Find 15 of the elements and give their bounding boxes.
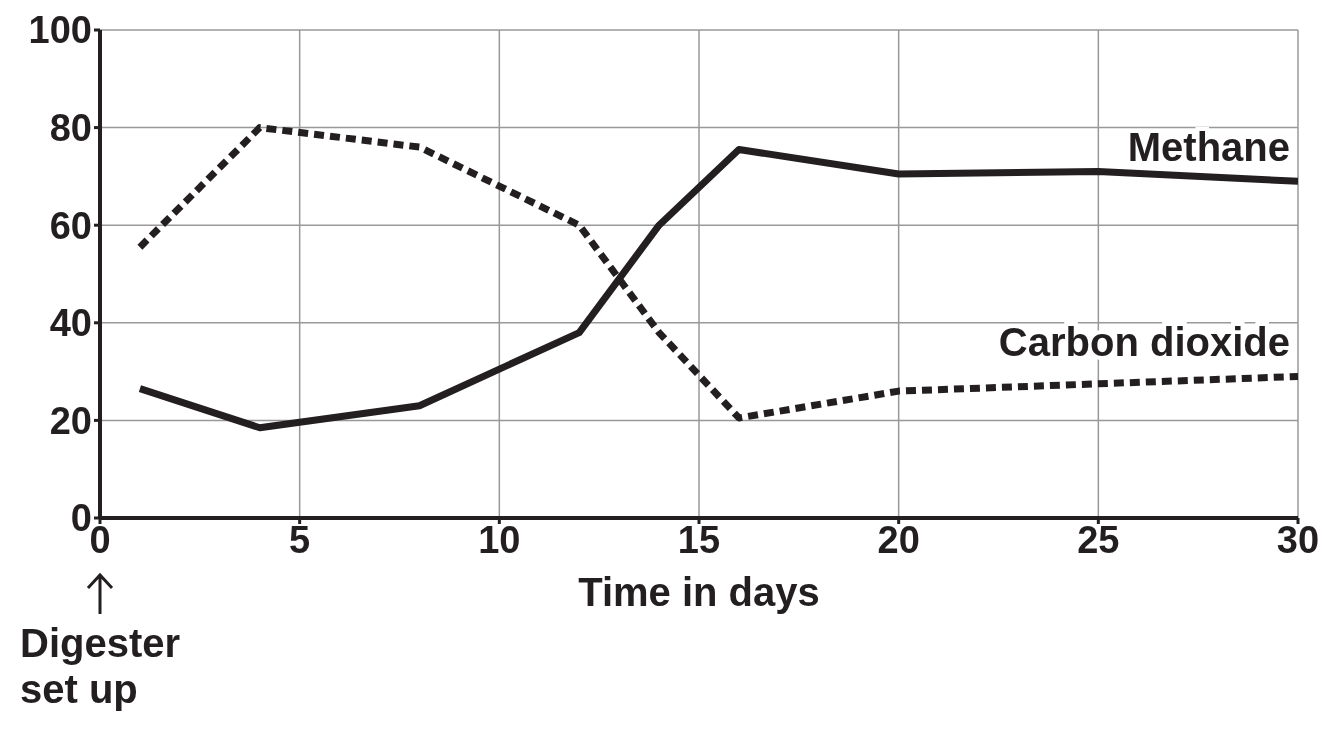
y-tick-label: 100	[28, 9, 92, 52]
text: Digester set up	[20, 620, 182, 712]
x-tick-label: 15	[677, 518, 721, 561]
y-tick-label: 60	[49, 204, 92, 247]
x-axis-title: Time in days	[578, 570, 820, 614]
y-tick-label: 40	[49, 302, 92, 345]
series-label: Carbon dioxide	[998, 320, 1290, 365]
y-tick-label: 20	[49, 399, 92, 442]
series-label: Methane	[1127, 125, 1290, 170]
x-tick-label: 25	[1077, 518, 1120, 561]
x-tick-label: 30	[1276, 518, 1320, 561]
x-tick-label: 5	[289, 518, 311, 561]
x-tick-label: 10	[478, 518, 521, 561]
x-tick-label: 20	[877, 518, 920, 561]
y-tick-label: 80	[49, 107, 92, 150]
